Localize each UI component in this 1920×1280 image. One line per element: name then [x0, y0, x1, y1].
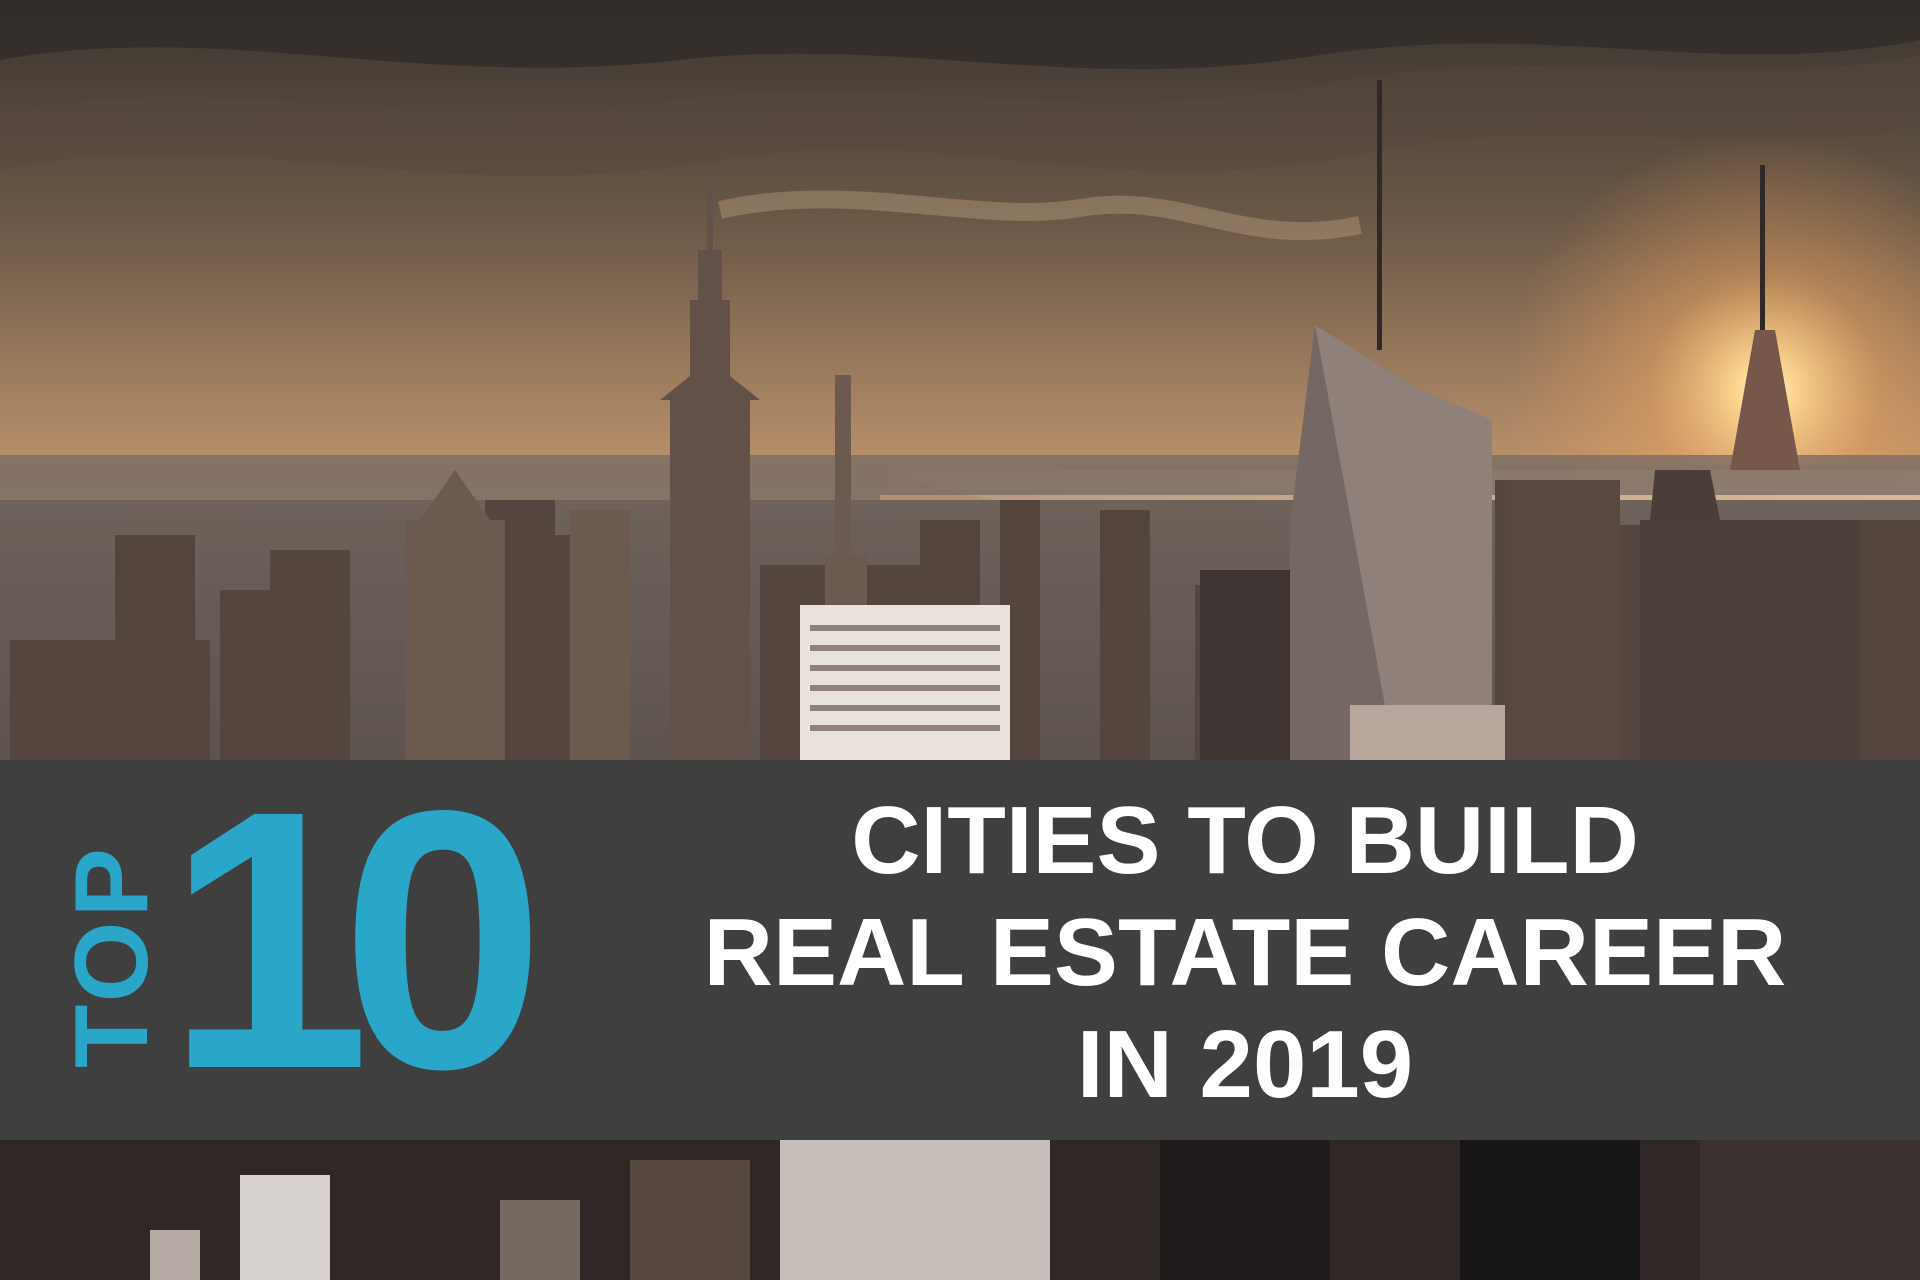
headline-line-2: REAL ESTATE CAREER — [703, 898, 1787, 1006]
headline-line-3: IN 2019 — [1076, 1010, 1414, 1118]
headline-line-1: CITIES TO BUILD — [851, 786, 1639, 894]
headline: CITIES TO BUILD REAL ESTATE CAREER IN 20… — [600, 780, 1890, 1125]
top-word-text: TOP — [54, 844, 170, 1068]
title-banner — [0, 760, 1920, 1140]
top-number: 10 — [166, 770, 545, 1110]
top-label: TOP — [52, 800, 172, 1112]
